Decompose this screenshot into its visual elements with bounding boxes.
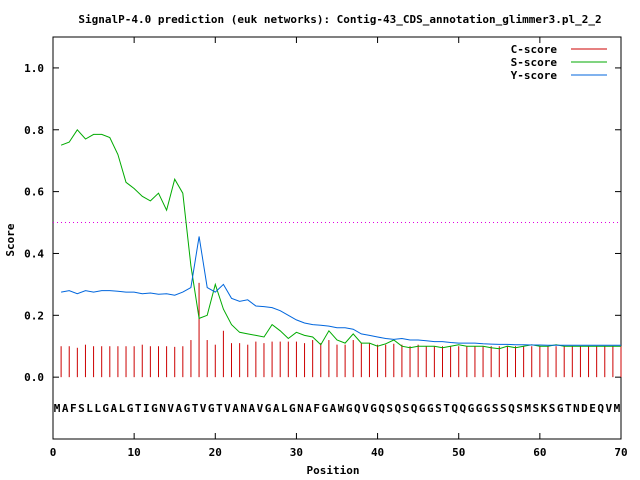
x-tick-label: 60 <box>533 446 546 459</box>
legend-label-c-score: C-score <box>511 43 558 56</box>
sequence-letter: A <box>248 402 255 415</box>
sequence-letter: M <box>54 402 61 415</box>
x-tick-label: 50 <box>452 446 465 459</box>
sequence-letter: V <box>257 402 264 415</box>
sequence-letter: G <box>370 402 377 415</box>
sequence-letter: G <box>557 402 564 415</box>
sequence-letter: E <box>589 402 596 415</box>
x-tick-label: 10 <box>128 446 141 459</box>
sequence-letter: T <box>135 402 142 415</box>
sequence-letter: G <box>289 402 296 415</box>
y-tick-label: 0.8 <box>24 124 44 137</box>
sequence-letter: G <box>419 402 426 415</box>
sequence-letter: L <box>86 402 93 415</box>
sequence-letter: V <box>167 402 174 415</box>
sequence-letter: N <box>297 402 304 415</box>
sequence-letter: T <box>565 402 572 415</box>
y-axis-label: Score <box>4 223 17 256</box>
sequence-letter: S <box>492 402 499 415</box>
sequence-letter: F <box>313 402 320 415</box>
sequence-letter: T <box>216 402 223 415</box>
s-score-line <box>60 128 621 350</box>
sequence-letter: L <box>119 402 126 415</box>
sequence-letter: T <box>443 402 450 415</box>
x-tick-label: 70 <box>614 446 627 459</box>
sequence-letter: A <box>62 402 69 415</box>
sequence-letter: Q <box>395 402 402 415</box>
y-tick-label: 0.6 <box>24 186 44 199</box>
sequence-letter: A <box>273 402 280 415</box>
sequence-letter: L <box>94 402 101 415</box>
sequence-letter: T <box>192 402 199 415</box>
sequence-letter: A <box>330 402 337 415</box>
sequence-letter: V <box>200 402 207 415</box>
sequence-letter: A <box>111 402 118 415</box>
chart-title: SignalP-4.0 prediction (euk networks): C… <box>78 13 601 26</box>
y-score-line <box>61 236 621 346</box>
sequence-letter: N <box>240 402 247 415</box>
y-tick-label: 0.4 <box>24 247 44 260</box>
y-tick-label: 0.2 <box>24 309 44 322</box>
sequence-letter: S <box>435 402 442 415</box>
legend-label-s-score: S-score <box>511 56 558 69</box>
sequence-letter: M <box>524 402 531 415</box>
sequence-letter: L <box>281 402 288 415</box>
sequence-letter: W <box>338 402 345 415</box>
sequence-letter: S <box>386 402 393 415</box>
sequence-letter: V <box>606 402 613 415</box>
sequence-letter: G <box>265 402 272 415</box>
sequence-letter: G <box>476 402 483 415</box>
x-tick-label: 20 <box>209 446 222 459</box>
x-axis-label: Position <box>307 464 360 477</box>
sequence-letter: G <box>208 402 215 415</box>
sequence-letter: G <box>484 402 491 415</box>
sequence-letter: G <box>468 402 475 415</box>
sequence-letter: G <box>127 402 134 415</box>
sequence-letter: N <box>573 402 580 415</box>
x-tick-label: 40 <box>371 446 384 459</box>
sequence-letter: S <box>532 402 539 415</box>
y-tick-label: 0.0 <box>24 371 44 384</box>
sequence-letter: A <box>305 402 312 415</box>
sequence-letter: V <box>362 402 369 415</box>
plot-area: 0.00.20.40.60.81.00 10 20 30 40 50 60 70M A F S L L G… <box>24 36 628 459</box>
sequence-letter: Q <box>411 402 418 415</box>
sequence-letter: F <box>70 402 77 415</box>
sequence-letter: Q <box>354 402 361 415</box>
sequence-letter: K <box>541 402 548 415</box>
sequence-letter: G <box>102 402 109 415</box>
sequence-letter: S <box>78 402 85 415</box>
sequence-letter: G <box>322 402 329 415</box>
sequence-letter: Q <box>597 402 604 415</box>
sequence-letter: G <box>184 402 191 415</box>
sequence-letter: A <box>175 402 182 415</box>
sequence-letter: M <box>614 402 621 415</box>
sequence-letter: G <box>151 402 158 415</box>
sequence-letter: I <box>143 402 150 415</box>
x-tick-label: 0 <box>50 446 57 459</box>
sequence-letter: N <box>159 402 166 415</box>
sequence-letter: S <box>549 402 556 415</box>
sequence-letter: G <box>346 402 353 415</box>
sequence-letter: Q <box>508 402 515 415</box>
sequence-letter: V <box>224 402 231 415</box>
sequence-letter: Q <box>459 402 466 415</box>
sequence-letter: D <box>581 402 588 415</box>
sequence-letter: A <box>232 402 239 415</box>
y-tick-label: 1.0 <box>24 62 44 75</box>
plot-frame <box>52 36 622 440</box>
sequence-letter: Q <box>451 402 458 415</box>
sequence-letter: S <box>500 402 507 415</box>
sequence-letter: Q <box>378 402 385 415</box>
legend-label-y-score: Y-score <box>511 69 558 82</box>
sequence-letter: G <box>427 402 434 415</box>
x-tick-label: 30 <box>290 446 303 459</box>
sequence-letter: S <box>403 402 410 415</box>
sequence-letter: S <box>516 402 523 415</box>
